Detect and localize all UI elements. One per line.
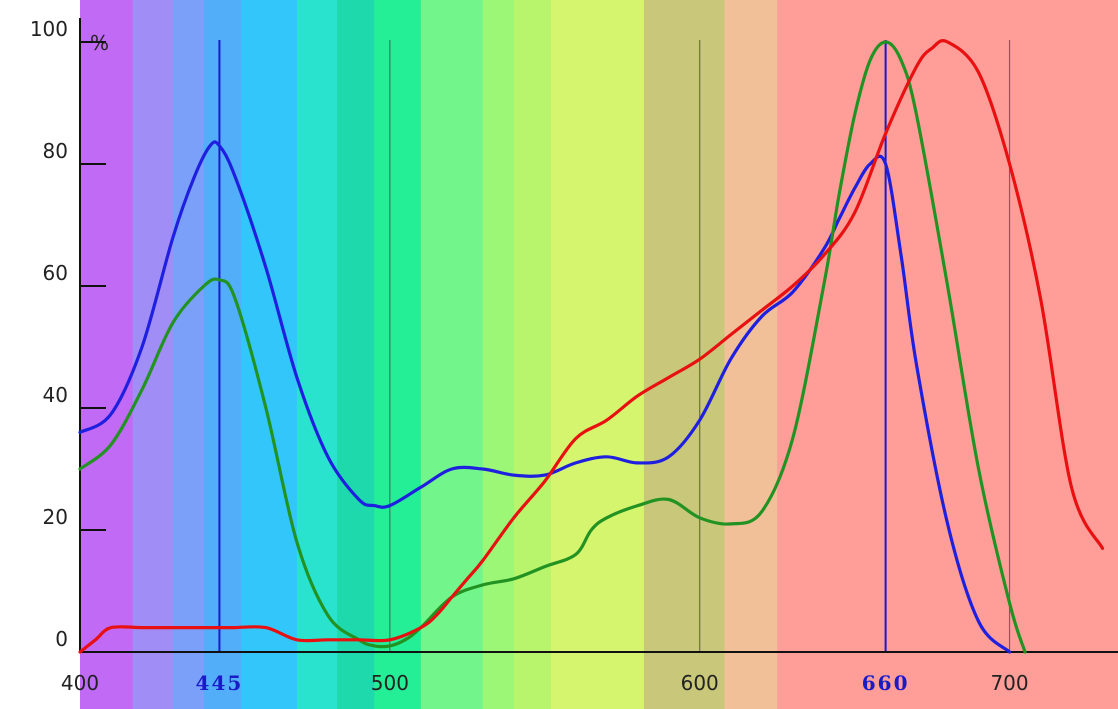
spectrum-band — [337, 0, 375, 709]
x-tick-label: 660 — [862, 671, 910, 695]
spectrum-band — [374, 0, 422, 709]
y-tick-label: 100 — [30, 17, 68, 41]
series-line — [78, 40, 1027, 654]
x-tick-label: 400 — [61, 671, 99, 695]
wavelength-markers — [218, 40, 1011, 652]
spectrum-band — [203, 0, 242, 709]
spectrum-band — [296, 0, 338, 709]
series-lines — [78, 39, 1105, 654]
x-tick-label: 700 — [990, 671, 1028, 695]
y-unit-label: % — [90, 31, 109, 55]
spectrum-band — [172, 0, 205, 709]
spectrum-band — [420, 0, 484, 709]
x-ticks: 400 445 500 600 660 700 — [61, 671, 1029, 695]
spectrum-background — [80, 0, 1118, 709]
y-tick-label: 20 — [43, 505, 68, 529]
y-tick-label: 40 — [43, 383, 68, 407]
spectrum-band — [777, 0, 1118, 709]
x-tick-label: 600 — [681, 671, 719, 695]
spectrum-band — [550, 0, 645, 709]
axes — [79, 18, 1118, 653]
spectrum-band — [80, 0, 134, 709]
spectrum-band — [643, 0, 725, 709]
spectrum-band — [513, 0, 552, 709]
spectrum-band — [482, 0, 515, 709]
y-tick-label: 60 — [43, 261, 68, 285]
y-ticks: 0 20 40 60 80 100 — [30, 17, 106, 653]
y-tick-label: 0 — [55, 627, 68, 651]
x-tick-label: 445 — [196, 671, 244, 695]
y-tick-label: 80 — [43, 139, 68, 163]
series-line — [78, 39, 1105, 654]
series-line — [78, 140, 1012, 654]
x-tick-label: 500 — [371, 671, 409, 695]
